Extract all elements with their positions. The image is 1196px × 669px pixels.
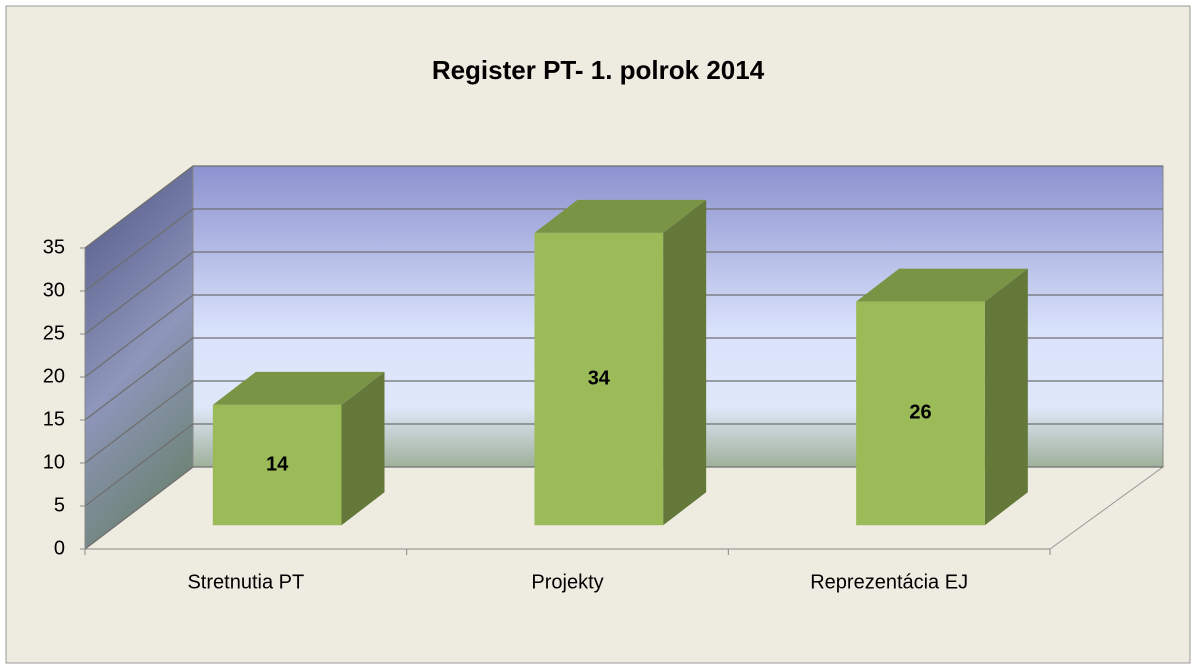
grid-line xyxy=(84,337,1163,421)
y-tick-label: 10 xyxy=(43,451,65,473)
y-tick-label: 25 xyxy=(43,322,65,344)
y-tick-label: 0 xyxy=(54,537,65,559)
bar-side xyxy=(984,268,1028,526)
y-tick-label: 35 xyxy=(43,236,65,258)
bar-side xyxy=(341,371,385,526)
data-label: 34 xyxy=(588,367,611,389)
chart-title: Register PT- 1. polrok 2014 xyxy=(432,55,765,85)
y-tick-label: 30 xyxy=(43,279,65,301)
y-tick-label: 15 xyxy=(43,408,65,430)
data-label: 26 xyxy=(909,402,931,424)
grid-line xyxy=(84,294,1163,378)
grid-line xyxy=(84,466,1163,550)
grid-line xyxy=(84,380,1163,464)
x-tick-label: Stretnutia PT xyxy=(187,571,304,593)
x-tick-label: Projekty xyxy=(531,571,603,593)
bar-top xyxy=(212,371,385,405)
grid-line xyxy=(84,208,1163,292)
grid-line xyxy=(84,423,1163,507)
bar xyxy=(534,232,664,526)
bar xyxy=(212,404,342,526)
y-tick-label: 20 xyxy=(43,365,65,387)
bar-top xyxy=(856,268,1028,302)
y-tick-label: 5 xyxy=(54,494,65,516)
grid-line xyxy=(84,165,1163,249)
data-label: 14 xyxy=(266,453,289,475)
x-tick-label: Reprezentácia EJ xyxy=(810,571,968,593)
bar xyxy=(856,301,985,526)
grid-line xyxy=(84,251,1163,335)
bar-side xyxy=(663,199,707,526)
bar-top xyxy=(534,199,707,233)
